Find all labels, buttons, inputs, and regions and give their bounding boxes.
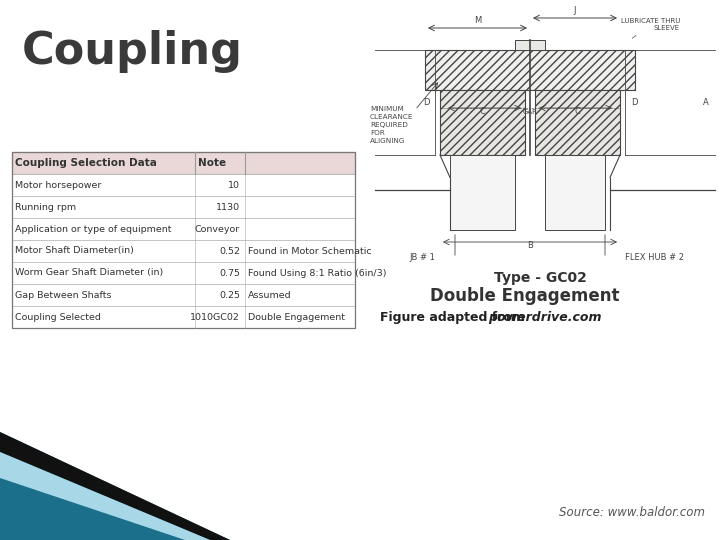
Bar: [12, 240, 355, 262]
Text: C: C: [480, 107, 485, 116]
Text: JB # 1: JB # 1: [409, 253, 435, 262]
Text: Conveyor: Conveyor: [194, 225, 240, 233]
Text: LUBRICATE THRU
SLEEVE: LUBRICATE THRU SLEEVE: [621, 18, 680, 38]
Text: powerdrive.com: powerdrive.com: [488, 312, 601, 325]
Bar: [12, 218, 355, 240]
Text: Found in Motor Schematic: Found in Motor Schematic: [248, 246, 372, 255]
Text: Gap Between Shafts: Gap Between Shafts: [15, 291, 112, 300]
Polygon shape: [0, 432, 230, 540]
Text: D: D: [631, 98, 637, 107]
Bar: [450, 155, 515, 230]
Text: D: D: [423, 98, 429, 107]
Bar: [545, 155, 605, 230]
Text: Assumed: Assumed: [248, 291, 292, 300]
Text: Source: www.baldor.com: Source: www.baldor.com: [559, 505, 705, 518]
Text: Coupling Selected: Coupling Selected: [15, 313, 101, 321]
Polygon shape: [0, 452, 210, 540]
Bar: [12, 306, 355, 328]
Text: A: A: [703, 98, 709, 107]
Text: 0.25: 0.25: [219, 291, 240, 300]
Bar: [12, 152, 355, 174]
Text: 0.52: 0.52: [219, 246, 240, 255]
Bar: [12, 284, 355, 306]
Text: B: B: [527, 241, 533, 250]
Text: Type - GC02: Type - GC02: [494, 271, 586, 285]
Text: Application or type of equipment: Application or type of equipment: [15, 225, 171, 233]
Bar: [12, 262, 355, 284]
Text: 1130: 1130: [216, 202, 240, 212]
Bar: [12, 174, 355, 196]
Text: Double Engagement: Double Engagement: [431, 287, 620, 305]
Bar: [515, 40, 545, 50]
Text: C: C: [575, 107, 580, 116]
Text: Worm Gear Shaft Diameter (in): Worm Gear Shaft Diameter (in): [15, 268, 163, 278]
Text: Double Engagement: Double Engagement: [248, 313, 345, 321]
Text: Motor horsepower: Motor horsepower: [15, 180, 102, 190]
Bar: [440, 90, 525, 155]
Text: Figure adapted from: Figure adapted from: [380, 312, 529, 325]
Bar: [535, 90, 620, 155]
Bar: [425, 50, 635, 90]
Text: 0.75: 0.75: [219, 268, 240, 278]
Text: Found Using 8:1 Ratio (6in/3): Found Using 8:1 Ratio (6in/3): [248, 268, 387, 278]
Text: Coupling Selection Data: Coupling Selection Data: [15, 158, 157, 168]
Text: J: J: [574, 6, 576, 15]
Text: M: M: [474, 16, 481, 25]
Text: Note: Note: [198, 158, 226, 168]
Polygon shape: [0, 432, 230, 540]
Text: Coupling: Coupling: [22, 30, 243, 73]
Bar: [535, 90, 620, 155]
Bar: [425, 50, 635, 90]
Text: 10: 10: [228, 180, 240, 190]
Bar: [440, 90, 525, 155]
Text: MINIMUM
CLEARANCE
REQUIRED
FOR
ALIGNING: MINIMUM CLEARANCE REQUIRED FOR ALIGNING: [370, 106, 413, 144]
Text: 1010GC02: 1010GC02: [190, 313, 240, 321]
Text: FLEX HUB # 2: FLEX HUB # 2: [625, 253, 684, 262]
Text: GAP: GAP: [523, 109, 537, 115]
Bar: [12, 152, 355, 328]
Text: Running rpm: Running rpm: [15, 202, 76, 212]
Text: Motor Shaft Diameter(in): Motor Shaft Diameter(in): [15, 246, 134, 255]
Bar: [12, 196, 355, 218]
